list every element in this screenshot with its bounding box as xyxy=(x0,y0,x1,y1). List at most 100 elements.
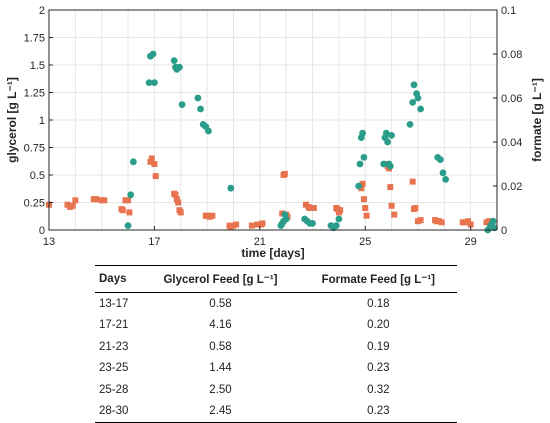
glycerol-point xyxy=(173,196,180,203)
x-tick-label: 25 xyxy=(359,236,371,248)
y-right-tick-label: 0 xyxy=(501,225,507,237)
y-axis-right-label: formate [g L⁻¹] xyxy=(530,78,544,162)
formate-point xyxy=(382,129,390,137)
formate-point xyxy=(360,154,368,161)
table-row: 17-21 4.16 0.20 xyxy=(95,315,457,337)
glycerol-point xyxy=(337,207,344,214)
glycerol-point xyxy=(281,170,288,177)
axis-ticks: 13 17 21 25 29 0 0.25 0.5 0.75 1 1.25 1.5 1.75 2 0 0.02… xyxy=(24,5,523,248)
y-axis-left-label: glycerol [g L⁻¹] xyxy=(5,77,19,163)
data-points xyxy=(46,50,498,234)
formate-point xyxy=(388,132,395,139)
glycerol-point xyxy=(147,158,154,165)
glycerol-point xyxy=(467,221,474,228)
glycerol-point xyxy=(152,173,159,180)
glycerol-point xyxy=(119,207,126,214)
glycerol-point xyxy=(172,191,179,198)
cell-formate-feed: 0.23 xyxy=(367,362,390,375)
scatter-chart: 13 17 21 25 29 0 0.25 0.5 0.75 1 1.25 1.5 1.75 2 0 0.02… xyxy=(5,5,544,260)
cell-formate-feed: 0.18 xyxy=(367,297,390,310)
formate-point xyxy=(170,57,178,64)
glycerol-point xyxy=(310,205,317,211)
formate-point xyxy=(386,162,394,170)
formate-point xyxy=(409,99,417,106)
cell-formate-feed: 0.20 xyxy=(367,319,390,332)
glycerol-point xyxy=(409,178,416,185)
formate-point xyxy=(410,81,418,89)
glycerol-point xyxy=(412,205,419,211)
cell-glycerol-feed: 0.58 xyxy=(209,340,232,353)
y-right-tick-label: 0.08 xyxy=(501,49,522,61)
formate-point xyxy=(151,79,158,86)
glycerol-point xyxy=(72,197,79,204)
glycerol-point xyxy=(175,199,182,206)
glycerol-point xyxy=(233,221,240,228)
table-row: 23-25 1.44 0.23 xyxy=(95,358,457,380)
x-tick-label: 17 xyxy=(148,236,160,248)
cell-formate-feed: 0.23 xyxy=(299,400,457,423)
formate-point xyxy=(178,101,186,108)
cell-glycerol-feed: 2.50 xyxy=(209,383,232,396)
cell-glycerol-feed: 4.16 xyxy=(209,319,232,332)
formate-point xyxy=(355,182,363,190)
y-left-tick-label: 1.25 xyxy=(24,88,45,100)
x-tick-label: 29 xyxy=(465,236,477,248)
glycerol-point xyxy=(438,219,445,226)
y-left-tick-label: 2 xyxy=(39,5,45,17)
formate-point xyxy=(439,169,447,177)
glycerol-point xyxy=(93,196,100,203)
formate-point xyxy=(197,105,204,113)
table-row: 28-30 2.45 0.23 xyxy=(95,400,457,423)
glycerol-point xyxy=(362,205,369,211)
formate-point xyxy=(205,127,212,135)
glycerol-point xyxy=(363,212,370,219)
formate-point xyxy=(227,184,235,192)
glycerol-point xyxy=(254,221,261,228)
formate-point xyxy=(359,129,366,137)
y-left-tick-label: 0.25 xyxy=(24,198,45,210)
glycerol-point xyxy=(177,209,184,216)
cell-formate-feed: 0.19 xyxy=(367,340,390,353)
glycerol-point xyxy=(69,202,76,209)
formate-point xyxy=(442,176,450,183)
cell-glycerol-feed: 2.45 xyxy=(141,400,300,423)
glycerol-point xyxy=(259,220,266,227)
column-header-formate-feed: Formate Feed [g L⁻¹] xyxy=(299,265,457,293)
x-tick-label: 21 xyxy=(254,236,266,248)
formate-point xyxy=(414,94,422,102)
y-right-tick-label: 0.04 xyxy=(501,137,522,149)
glycerol-point xyxy=(391,211,398,218)
y-left-tick-label: 1 xyxy=(39,115,45,127)
glycerol-point xyxy=(417,217,424,224)
column-header-days: Days xyxy=(95,265,142,293)
column-header-glycerol-feed: Glycerol Feed [g L⁻¹] xyxy=(141,265,300,293)
glycerol-point xyxy=(358,185,365,192)
glycerol-point xyxy=(209,212,216,219)
glycerol-point xyxy=(125,197,132,204)
formate-point xyxy=(384,138,392,146)
x-axis-label: time [days] xyxy=(241,246,304,260)
glycerol-point xyxy=(101,197,108,204)
cell-days: 13-17 xyxy=(99,297,129,310)
glycerol-point xyxy=(387,184,394,191)
glycerol-point xyxy=(248,222,255,229)
formate-point xyxy=(145,79,153,86)
feed-table: Days Glycerol Feed [g L⁻¹] Formate Feed … xyxy=(95,265,457,423)
glycerol-point xyxy=(126,209,133,216)
cell-days: 23-25 xyxy=(99,362,129,375)
formate-point xyxy=(406,121,414,128)
y-left-tick-label: 1.5 xyxy=(30,60,45,72)
formate-point xyxy=(149,50,157,58)
formate-point xyxy=(332,222,340,230)
cell-days: 25-28 xyxy=(99,383,129,396)
y-right-tick-label: 0.1 xyxy=(501,5,516,17)
glycerol-point xyxy=(148,155,155,162)
glycerol-point xyxy=(151,161,158,167)
x-tick-label: 13 xyxy=(43,236,55,248)
y-right-tick-label: 0.02 xyxy=(501,181,522,193)
formate-point xyxy=(176,63,183,71)
glycerol-point xyxy=(306,205,313,211)
formate-point xyxy=(417,105,424,113)
glycerol-point xyxy=(388,202,395,209)
y-left-tick-label: 1.75 xyxy=(24,33,45,45)
